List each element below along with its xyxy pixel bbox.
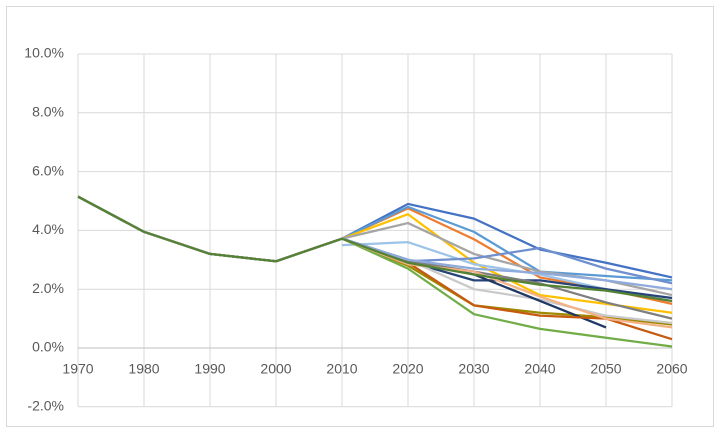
x-tick-label: 1980 <box>128 361 159 377</box>
x-tick-label: 2050 <box>590 361 621 377</box>
x-tick-label: 2060 <box>656 361 687 377</box>
x-tick-label: 1970 <box>62 361 93 377</box>
x-tick-label: 2010 <box>326 361 357 377</box>
y-tick-label: 8.0% <box>32 104 64 120</box>
y-tick-label: 4.0% <box>32 221 64 237</box>
y-tick-label: 6.0% <box>32 162 64 178</box>
x-tick-label: 2040 <box>524 361 555 377</box>
y-tick-label: 10.0% <box>24 45 64 61</box>
y-tick-label: 0.0% <box>32 339 64 355</box>
series-line <box>77 195 673 303</box>
x-tick-label: 2020 <box>392 361 423 377</box>
x-tick-label: 1990 <box>194 361 225 377</box>
chart-border <box>6 6 714 427</box>
y-tick-label: -2.0% <box>27 398 64 414</box>
x-tick-label: 2000 <box>260 361 291 377</box>
y-tick-label: 2.0% <box>32 280 64 296</box>
x-tick-label: 2030 <box>458 361 489 377</box>
